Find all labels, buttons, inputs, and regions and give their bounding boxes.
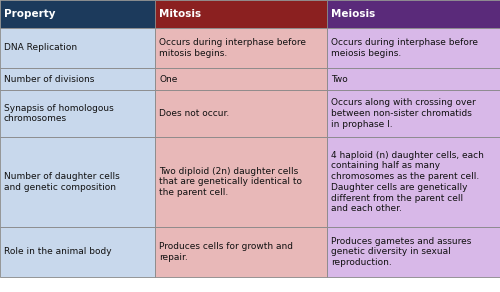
Bar (155, 90, 327, 137)
Text: Occurs along with crossing over
between non-sister chromatids
in prophase I.: Occurs along with crossing over between … (331, 98, 476, 129)
Bar (0, 0, 155, 28)
Bar (327, 28, 500, 68)
Text: Role in the animal body: Role in the animal body (4, 248, 112, 256)
Bar (0, 90, 155, 137)
Bar (155, 227, 327, 277)
Text: DNA Replication: DNA Replication (4, 44, 77, 53)
Text: Occurs during interphase before
mitosis begins.: Occurs during interphase before mitosis … (159, 38, 306, 58)
Text: Property: Property (4, 9, 56, 19)
Text: Mitosis: Mitosis (159, 9, 201, 19)
Bar (0, 227, 155, 277)
Bar (155, 28, 327, 68)
Bar (0, 68, 155, 90)
Text: Synapsis of homologous
chromosomes: Synapsis of homologous chromosomes (4, 104, 114, 124)
Bar (327, 227, 500, 277)
Text: Two diploid (2n) daughter cells
that are genetically identical to
the parent cel: Two diploid (2n) daughter cells that are… (159, 167, 302, 197)
Text: One: One (159, 74, 178, 84)
Bar (327, 0, 500, 28)
Text: 4 haploid (n) daughter cells, each
containing half as many
chromosomes as the pa: 4 haploid (n) daughter cells, each conta… (331, 151, 484, 213)
Text: Occurs during interphase before
meiosis begins.: Occurs during interphase before meiosis … (331, 38, 478, 58)
Text: Does not occur.: Does not occur. (159, 109, 229, 118)
Text: Two: Two (331, 74, 348, 84)
Text: Meiosis: Meiosis (331, 9, 375, 19)
Bar (327, 90, 500, 137)
Text: Number of daughter cells
and genetic composition: Number of daughter cells and genetic com… (4, 172, 120, 192)
Text: Produces cells for growth and
repair.: Produces cells for growth and repair. (159, 242, 293, 262)
Bar (0, 28, 155, 68)
Text: Number of divisions: Number of divisions (4, 74, 94, 84)
Bar (155, 0, 327, 28)
Bar (327, 137, 500, 227)
Bar (0, 137, 155, 227)
Bar (327, 68, 500, 90)
Text: Produces gametes and assures
genetic diversity in sexual
reproduction.: Produces gametes and assures genetic div… (331, 237, 472, 267)
Bar (155, 137, 327, 227)
Bar (155, 68, 327, 90)
